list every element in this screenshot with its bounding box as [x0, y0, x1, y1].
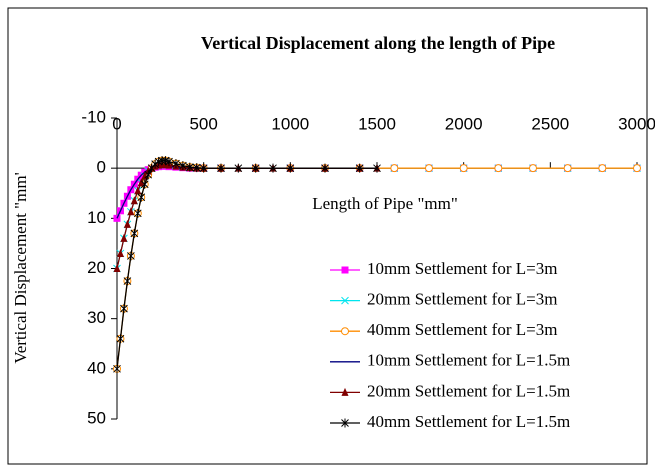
marker — [133, 208, 142, 218]
marker — [269, 163, 277, 173]
marker — [151, 159, 159, 169]
marker — [116, 334, 125, 344]
marker — [217, 163, 225, 173]
marker — [598, 164, 607, 173]
marker — [355, 163, 364, 173]
marker — [373, 163, 381, 173]
marker — [127, 207, 135, 216]
marker — [286, 163, 295, 173]
y-tick-label: 50 — [87, 408, 106, 427]
y-tick-label: 40 — [87, 358, 106, 377]
legend-label: 10mm Settlement for L=3m — [367, 259, 557, 278]
marker — [165, 157, 173, 167]
marker — [494, 164, 503, 173]
marker — [179, 161, 187, 171]
marker — [185, 162, 194, 172]
marker — [127, 251, 135, 261]
chart-title: Vertical Displacement along the length o… — [201, 33, 555, 53]
marker — [341, 266, 349, 274]
legend-label: 20mm Settlement for L=1.5m — [367, 381, 570, 400]
y-tick-label: -10 — [81, 107, 106, 126]
marker — [137, 178, 145, 187]
marker — [134, 186, 142, 195]
marker — [251, 163, 260, 173]
marker — [341, 296, 349, 305]
marker — [120, 304, 128, 314]
y-tick-label: 10 — [87, 208, 106, 227]
y-axis-label: Vertical Displacement "mm' — [11, 172, 30, 363]
legend-label: 20mm Settlement for L=3m — [367, 290, 557, 309]
x-tick-label: 0 — [112, 114, 121, 133]
marker — [529, 164, 537, 173]
x-axis-label: Length of Pipe "mm" — [312, 194, 458, 213]
x-tick-label: 2000 — [445, 114, 483, 133]
marker — [140, 179, 149, 189]
x-tick-label: 500 — [189, 114, 217, 133]
marker — [341, 387, 349, 396]
legend-label: 40mm Settlement for L=1.5m — [367, 412, 570, 431]
legend-label: 10mm Settlement for L=1.5m — [367, 351, 570, 370]
y-tick-label: 30 — [87, 308, 106, 327]
marker — [341, 418, 349, 428]
marker — [137, 192, 146, 202]
marker — [192, 163, 201, 173]
marker — [130, 196, 138, 205]
y-tick-label: 0 — [97, 158, 106, 177]
marker — [199, 163, 208, 173]
marker — [123, 276, 132, 286]
marker — [459, 164, 468, 173]
marker — [172, 159, 180, 169]
x-tick-label: 2500 — [531, 114, 569, 133]
marker — [116, 248, 124, 257]
marker — [120, 233, 128, 242]
x-tick-label: 3000 — [618, 114, 655, 133]
chart-border — [7, 7, 648, 465]
marker — [130, 228, 139, 238]
x-tick-label: 1000 — [271, 114, 309, 133]
legend-label: 40mm Settlement for L=3m — [367, 320, 557, 339]
marker — [563, 164, 572, 173]
x-tick-label: 1500 — [358, 114, 396, 133]
y-tick-label: 20 — [87, 258, 106, 277]
marker — [234, 163, 243, 173]
marker — [341, 327, 349, 336]
marker — [113, 364, 121, 374]
marker — [390, 164, 399, 173]
marker — [123, 219, 131, 228]
marker — [633, 164, 641, 173]
marker — [113, 264, 121, 272]
marker — [425, 164, 433, 173]
marker — [321, 163, 329, 173]
